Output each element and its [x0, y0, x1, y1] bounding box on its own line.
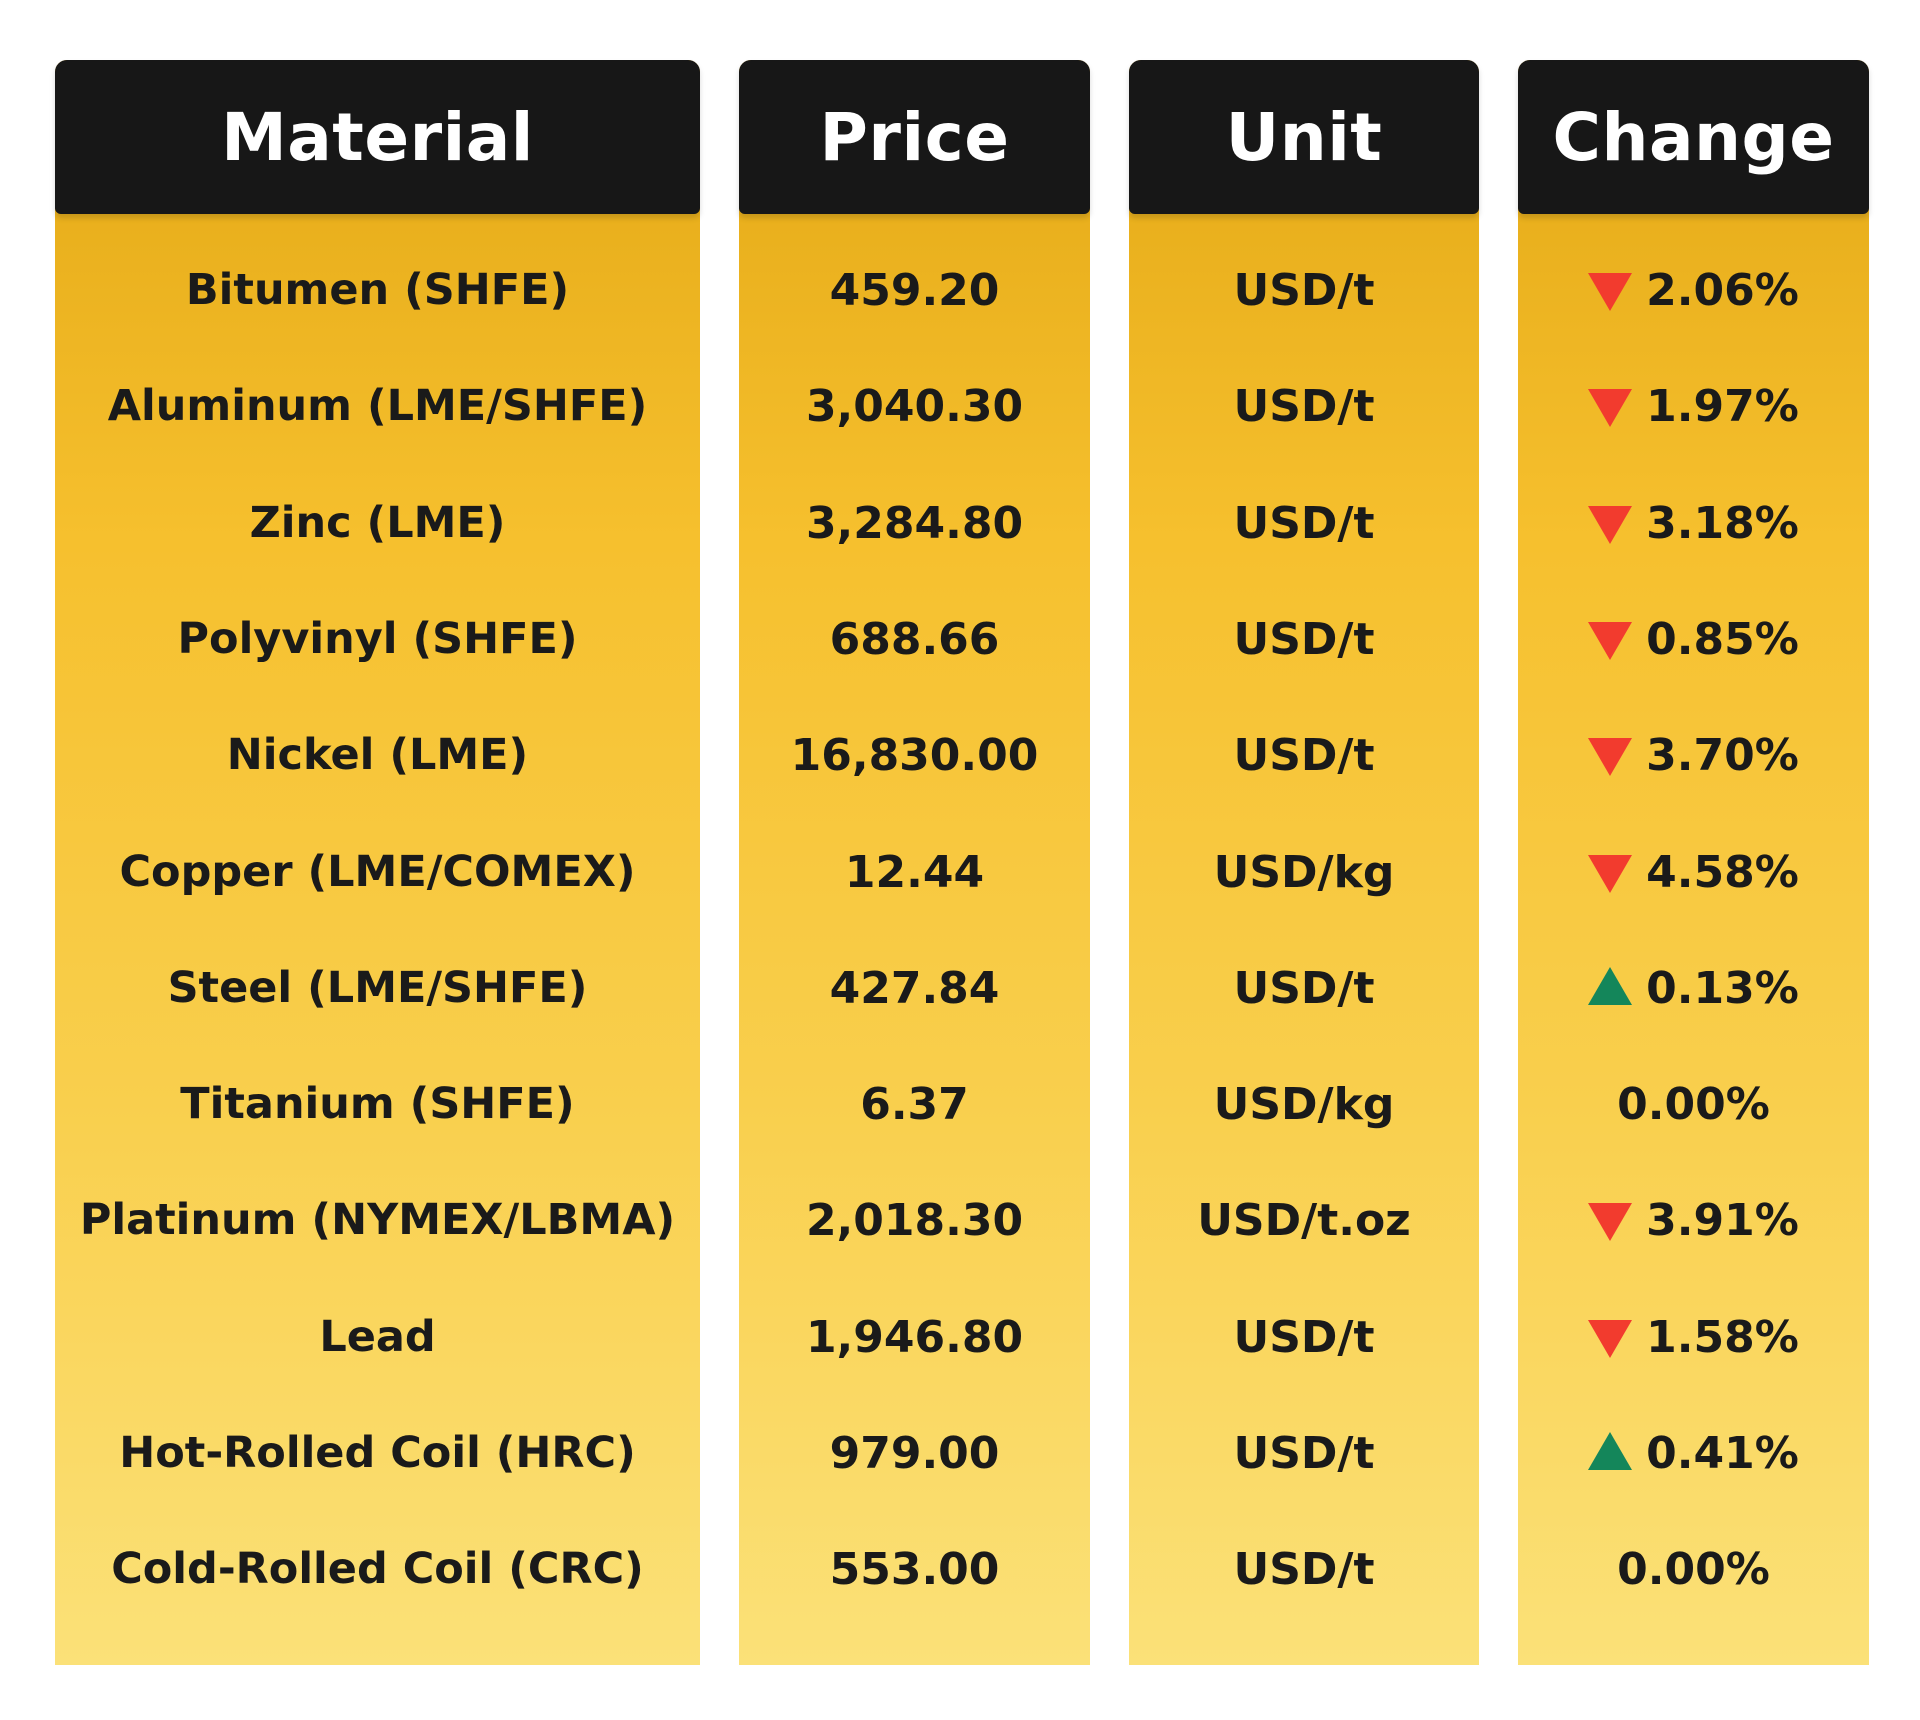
change-cell: 2.06%	[1518, 232, 1869, 348]
triangle-down-icon	[1588, 738, 1633, 776]
price-cell: 427.84	[829, 962, 1000, 1014]
change-cell: 0.41%	[1518, 1395, 1869, 1511]
price-cell: 459.20	[829, 264, 1000, 316]
change-value: 1.58%	[1646, 1311, 1799, 1363]
unit-cell: USD/t	[1233, 962, 1375, 1014]
price-cell: 688.66	[829, 613, 1000, 665]
change-cell: 1.97%	[1518, 348, 1869, 464]
price-cell: 1,946.80	[805, 1311, 1024, 1363]
price-cell: 3,040.30	[805, 380, 1024, 432]
material-cell: Copper (LME/COMEX)	[119, 847, 636, 897]
unit-cell: USD/kg	[1213, 846, 1395, 898]
material-header: Material	[55, 60, 700, 214]
triangle-up-icon	[1588, 967, 1633, 1005]
change-cell: 0.85%	[1518, 581, 1869, 697]
triangle-down-icon	[1588, 855, 1633, 893]
unit-cell: USD/t.oz	[1197, 1194, 1411, 1246]
material-cell: Platinum (NYMEX/LBMA)	[79, 1195, 676, 1245]
change-cell: 3.91%	[1518, 1162, 1869, 1278]
unit-cell: USD/t	[1233, 613, 1375, 665]
material-cell: Zinc (LME)	[249, 498, 506, 548]
price-cell: 16,830.00	[790, 729, 1039, 781]
material-cell: Steel (LME/SHFE)	[167, 963, 588, 1013]
change-value: 3.18%	[1646, 497, 1799, 549]
change-value: 1.97%	[1646, 380, 1799, 432]
triangle-down-icon	[1588, 273, 1633, 311]
triangle-down-icon	[1588, 1203, 1633, 1241]
price-header: Price	[739, 60, 1090, 214]
triangle-up-icon	[1588, 1432, 1633, 1470]
change-cell: 4.58%	[1518, 814, 1869, 930]
material-column: Material Bitumen (SHFE) Aluminum (LME/SHF…	[55, 60, 700, 1665]
triangle-down-icon	[1588, 1320, 1633, 1358]
price-cell: 979.00	[829, 1427, 1000, 1479]
unit-cell: USD/t	[1233, 264, 1375, 316]
price-cell: 6.37	[860, 1078, 969, 1130]
change-cell: 0.00%	[1518, 1511, 1869, 1627]
change-value: 2.06%	[1646, 264, 1799, 316]
price-cell: 3,284.80	[805, 497, 1024, 549]
change-value: 0.41%	[1646, 1427, 1799, 1479]
change-cell: 3.70%	[1518, 697, 1869, 813]
change-cell: 0.13%	[1518, 930, 1869, 1046]
change-value: 0.00%	[1617, 1078, 1770, 1130]
unit-cell: USD/t	[1233, 1543, 1375, 1595]
price-cell: 2,018.30	[805, 1194, 1024, 1246]
change-value: 0.13%	[1646, 962, 1799, 1014]
change-cell: 0.00%	[1518, 1046, 1869, 1162]
unit-cell: USD/t	[1233, 1311, 1375, 1363]
unit-header: Unit	[1129, 60, 1479, 214]
change-column: Change 2.06% 1.97% 3.18% 0.85% 3.70% 4.58% 0.1…	[1518, 60, 1869, 1665]
material-cell: Aluminum (LME/SHFE)	[107, 381, 648, 431]
price-column: Price 459.20 3,040.30 3,284.80 688.66 16,830…	[739, 60, 1090, 1665]
unit-cell: USD/t	[1233, 1427, 1375, 1479]
unit-cell: USD/kg	[1213, 1078, 1395, 1130]
triangle-down-icon	[1588, 506, 1633, 544]
change-cell: 1.58%	[1518, 1279, 1869, 1395]
change-value: 3.91%	[1646, 1194, 1799, 1246]
unit-cell: USD/t	[1233, 729, 1375, 781]
material-cell: Polyvinyl (SHFE)	[177, 614, 578, 664]
change-value: 4.58%	[1646, 846, 1799, 898]
unit-cell: USD/t	[1233, 497, 1375, 549]
triangle-down-icon	[1588, 389, 1633, 427]
change-cell: 3.18%	[1518, 465, 1869, 581]
change-value: 3.70%	[1646, 729, 1799, 781]
unit-cell: USD/t	[1233, 380, 1375, 432]
material-cell: Nickel (LME)	[226, 730, 529, 780]
price-cell: 12.44	[844, 846, 985, 898]
change-value: 0.85%	[1646, 613, 1799, 665]
change-header: Change	[1518, 60, 1869, 214]
material-cell: Bitumen (SHFE)	[185, 265, 570, 315]
material-cell: Titanium (SHFE)	[180, 1079, 575, 1129]
material-cell: Lead	[319, 1312, 436, 1362]
material-cell: Cold-Rolled Coil (CRC)	[111, 1544, 644, 1594]
material-cell: Hot-Rolled Coil (HRC)	[119, 1428, 636, 1478]
unit-column: Unit USD/t USD/t USD/t USD/t USD/t USD/kg USD/…	[1129, 60, 1479, 1665]
triangle-down-icon	[1588, 622, 1633, 660]
price-cell: 553.00	[829, 1543, 1000, 1595]
change-value: 0.00%	[1617, 1543, 1770, 1595]
